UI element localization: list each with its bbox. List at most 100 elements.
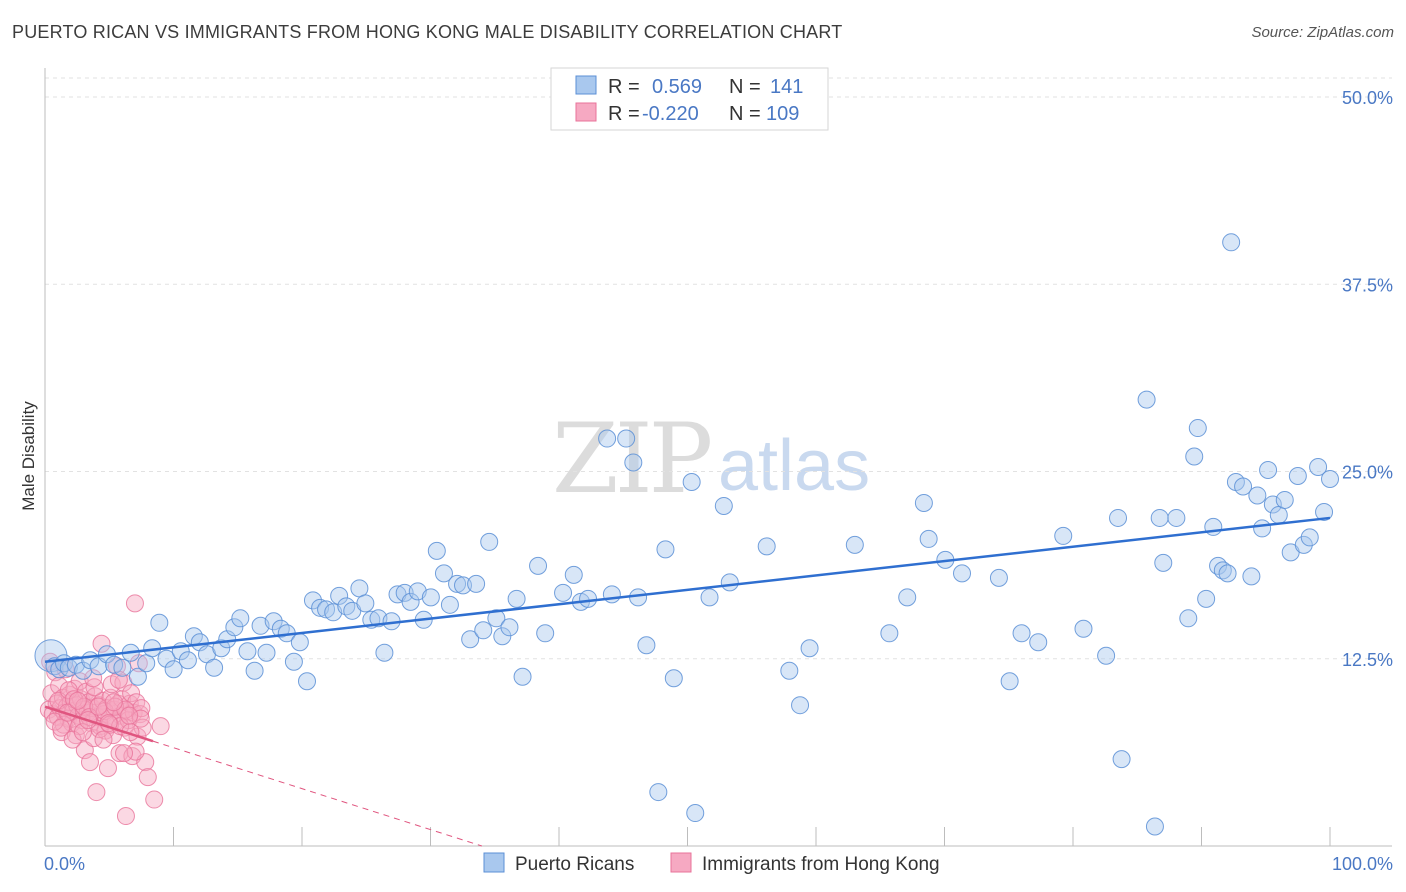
puerto-rican-point-84 <box>649 783 668 802</box>
watermark: ZIP atlas <box>552 403 870 515</box>
hong-kong-point-74 <box>145 790 164 809</box>
puerto-rican-point-94 <box>791 696 810 715</box>
puerto-rican-point-61 <box>448 574 467 593</box>
puerto-rican-point-60 <box>440 595 459 614</box>
puerto-rican-point-42 <box>324 603 343 622</box>
puerto-rican-point-43 <box>330 586 349 605</box>
hong-kong-point-26 <box>75 741 94 760</box>
stats-legend: R = 0.569 N = 141 R = -0.220 N = 109 <box>550 67 829 131</box>
y-tick-label-3: 50.0% <box>1342 88 1393 108</box>
puerto-rican-point-87 <box>682 472 701 491</box>
puerto-rican-point-65 <box>474 621 493 640</box>
puerto-rican-point-86 <box>664 669 683 688</box>
trend-line-puerto-ricans <box>44 516 1331 663</box>
puerto-rican-point-133 <box>1269 505 1288 524</box>
puerto-rican-point-55 <box>408 582 427 601</box>
puerto-rican-point-68 <box>493 627 512 646</box>
puerto-rican-point-106 <box>1029 633 1048 652</box>
x-tick-label-1: 100.0% <box>1332 854 1393 874</box>
puerto-rican-point-80 <box>617 429 636 448</box>
hong-kong-point-101 <box>89 697 108 716</box>
y-tick-label-0: 12.5% <box>1342 650 1393 670</box>
puerto-rican-point-73 <box>536 624 555 643</box>
puerto-rican-point-50 <box>375 643 394 662</box>
puerto-rican-point-108 <box>1074 619 1093 638</box>
source-credit: Source: ZipAtlas.com <box>1251 24 1394 41</box>
puerto-rican-point-41 <box>317 600 336 619</box>
puerto-rican-point-85 <box>656 540 675 559</box>
stats-swatch-blue <box>575 75 597 95</box>
puerto-rican-point-110 <box>1109 508 1128 527</box>
puerto-rican-point-83 <box>637 636 656 655</box>
puerto-rican-point-125 <box>1222 233 1241 252</box>
puerto-rican-point-69 <box>500 618 519 637</box>
puerto-rican-point-97 <box>880 624 899 643</box>
hong-kong-point-30 <box>80 753 99 772</box>
puerto-rican-point-139 <box>1309 458 1328 477</box>
puerto-rican-point-140 <box>1315 502 1334 521</box>
hong-kong-point-58 <box>116 807 135 826</box>
hong-kong-point-39 <box>92 634 111 653</box>
stats-r-value-blue: 0.569 <box>652 76 702 98</box>
hong-kong-point-73 <box>138 768 157 787</box>
puerto-rican-point-32 <box>257 643 276 662</box>
puerto-rican-point-88 <box>686 804 705 823</box>
puerto-rican-point-82 <box>629 588 648 607</box>
puerto-rican-point-91 <box>720 573 739 592</box>
puerto-rican-point-119 <box>1188 419 1207 438</box>
hong-kong-point-97 <box>68 691 87 710</box>
puerto-rican-points <box>34 233 1339 836</box>
puerto-rican-point-100 <box>919 529 938 548</box>
puerto-rican-point-33 <box>264 612 283 631</box>
puerto-rican-point-67 <box>487 609 506 628</box>
puerto-rican-point-66 <box>480 532 499 551</box>
puerto-rican-point-99 <box>914 493 933 512</box>
puerto-rican-point-64 <box>467 574 486 593</box>
puerto-rican-point-18 <box>164 660 183 679</box>
puerto-rican-point-53 <box>395 583 414 602</box>
trend-lines <box>44 516 1331 847</box>
puerto-rican-point-79 <box>602 585 621 604</box>
puerto-rican-point-102 <box>953 564 972 583</box>
puerto-rican-point-63 <box>461 630 480 649</box>
puerto-rican-point-120 <box>1197 589 1216 608</box>
puerto-rican-point-78 <box>598 429 617 448</box>
puerto-rican-point-20 <box>178 651 197 670</box>
watermark-atlas: atlas <box>718 426 870 506</box>
puerto-rican-point-93 <box>780 661 799 680</box>
puerto-rican-point-109 <box>1097 646 1116 665</box>
hong-kong-point-44 <box>98 759 117 778</box>
hong-kong-point-11 <box>56 660 75 679</box>
hong-kong-point-75 <box>151 717 170 736</box>
puerto-rican-point-27 <box>225 618 244 637</box>
puerto-rican-point-57 <box>421 588 440 607</box>
puerto-rican-point-46 <box>350 579 369 598</box>
puerto-rican-point-128 <box>1242 567 1261 586</box>
gridlines <box>45 77 1392 660</box>
hong-kong-point-96 <box>63 730 82 749</box>
hong-kong-point-107 <box>120 706 139 725</box>
hong-kong-point-35 <box>87 783 106 802</box>
puerto-rican-point-130 <box>1253 519 1272 538</box>
puerto-rican-point-47 <box>356 594 375 613</box>
puerto-rican-point-37 <box>290 633 309 652</box>
puerto-rican-point-141 <box>1321 469 1339 488</box>
legend-label-hong-kong: Immigrants from Hong Kong <box>702 854 940 875</box>
stats-n-label-blue: N = <box>729 76 761 98</box>
puerto-rican-point-81 <box>624 453 643 472</box>
puerto-rican-point-13 <box>128 667 147 686</box>
puerto-rican-point-89 <box>700 588 719 607</box>
puerto-rican-point-134 <box>1275 490 1294 509</box>
puerto-rican-point-30 <box>245 661 264 680</box>
puerto-rican-point-124 <box>1218 564 1237 583</box>
puerto-rican-point-123 <box>1213 561 1232 580</box>
puerto-rican-point-58 <box>427 541 446 560</box>
puerto-rican-point-14 <box>137 654 156 673</box>
puerto-rican-point-118 <box>1185 447 1204 466</box>
puerto-rican-point-38 <box>298 672 317 691</box>
puerto-rican-point-129 <box>1248 486 1267 505</box>
hong-kong-point-1 <box>42 684 61 703</box>
puerto-rican-point-77 <box>579 589 598 608</box>
puerto-rican-point-59 <box>434 564 453 583</box>
